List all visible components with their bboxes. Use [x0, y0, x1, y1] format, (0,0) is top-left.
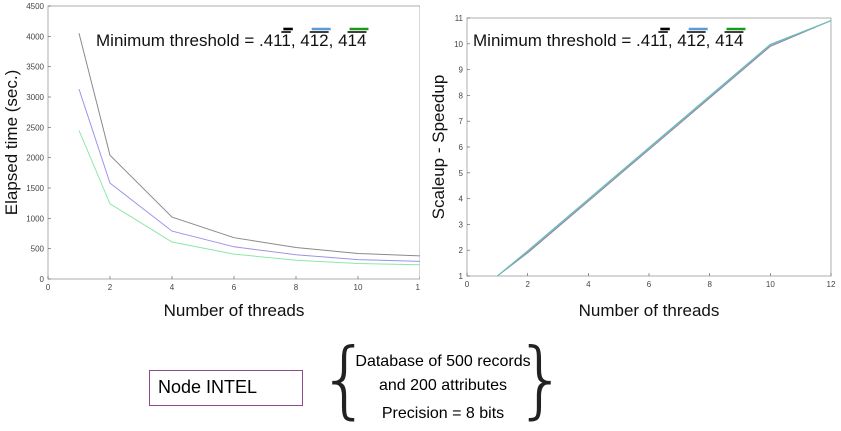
database-info: { } Database of 500 records and 200 attr… — [318, 336, 568, 430]
x-axis-title: Number of threads — [164, 301, 305, 320]
y-tick-label: 1 — [459, 272, 464, 281]
y-tick-label: 3500 — [26, 63, 44, 72]
y-tick-label: 10 — [454, 40, 463, 49]
y-tick-label: 2000 — [26, 154, 44, 163]
x-tick-label: 6 — [232, 283, 237, 292]
elapsed-time-chart: 0 2 4 6 8 10 12 0 500 1000 1500 2000 2500 3000 3500 400… — [2, 2, 420, 320]
y-tick-label: 0 — [40, 275, 45, 284]
x-tick-label: 0 — [465, 280, 470, 289]
series-line-1 — [78, 33, 420, 257]
x-axis-title: Number of threads — [579, 301, 720, 320]
database-attributes-line: and 200 attributes — [378, 377, 508, 394]
y-tick-label: 5 — [459, 169, 464, 178]
x-tick-label: 4 — [170, 283, 175, 292]
series-line-2 — [496, 20, 832, 277]
y-tick-label: 2 — [459, 246, 464, 255]
y-tick-label: 4 — [459, 195, 464, 204]
y-tick-label: 4000 — [26, 32, 44, 41]
x-tick-label: 12 — [827, 280, 836, 289]
left-brace: { — [318, 330, 372, 428]
y-tick-label: 8 — [459, 91, 464, 100]
x-tick-label: 4 — [586, 280, 591, 289]
series-line-3 — [78, 130, 420, 266]
node-label: Node INTEL — [158, 377, 258, 397]
x-tick-label: 8 — [707, 280, 712, 289]
y-tick-label: 1500 — [26, 184, 44, 193]
database-records-line: Database of 500 records — [355, 353, 531, 370]
x-tick-label: 8 — [294, 283, 299, 292]
x-tick-label: 6 — [647, 280, 652, 289]
node-label-box: Node INTEL — [149, 370, 303, 406]
x-tick-label: 2 — [525, 280, 530, 289]
series-line-1 — [496, 20, 832, 277]
series-line-2 — [78, 88, 420, 262]
y-axis-title: Scaleup - Speedup — [429, 75, 448, 220]
precision-line: Precision = 8 bits — [381, 405, 505, 422]
y-tick-label: 9 — [459, 66, 464, 75]
y-tick-label: 7 — [459, 117, 464, 126]
y-tick-label: 500 — [31, 245, 45, 254]
y-tick-label: 11 — [455, 14, 464, 23]
y-tick-label: 3000 — [26, 93, 44, 102]
x-tick-label: 12 — [416, 283, 420, 292]
y-tick-label: 6 — [459, 143, 464, 152]
y-axis-title: Elapsed time (sec.) — [2, 70, 21, 216]
x-tick-label: 10 — [354, 283, 363, 292]
right-brace: } — [514, 330, 568, 428]
y-tick-label: 1000 — [26, 214, 44, 223]
y-tick-label: 2500 — [26, 123, 44, 132]
x-tick-label: 2 — [108, 283, 113, 292]
minimum-threshold-annotation: Minimum threshold = .411, 412, 414 — [473, 31, 743, 50]
series-line-3 — [496, 20, 832, 277]
y-tick-label: 4500 — [26, 2, 44, 11]
minimum-threshold-annotation: Minimum threshold = .411, 412, 414 — [96, 31, 366, 50]
x-tick-label: 10 — [766, 280, 775, 289]
x-tick-label: 0 — [46, 283, 51, 292]
y-tick-label: 3 — [459, 220, 464, 229]
